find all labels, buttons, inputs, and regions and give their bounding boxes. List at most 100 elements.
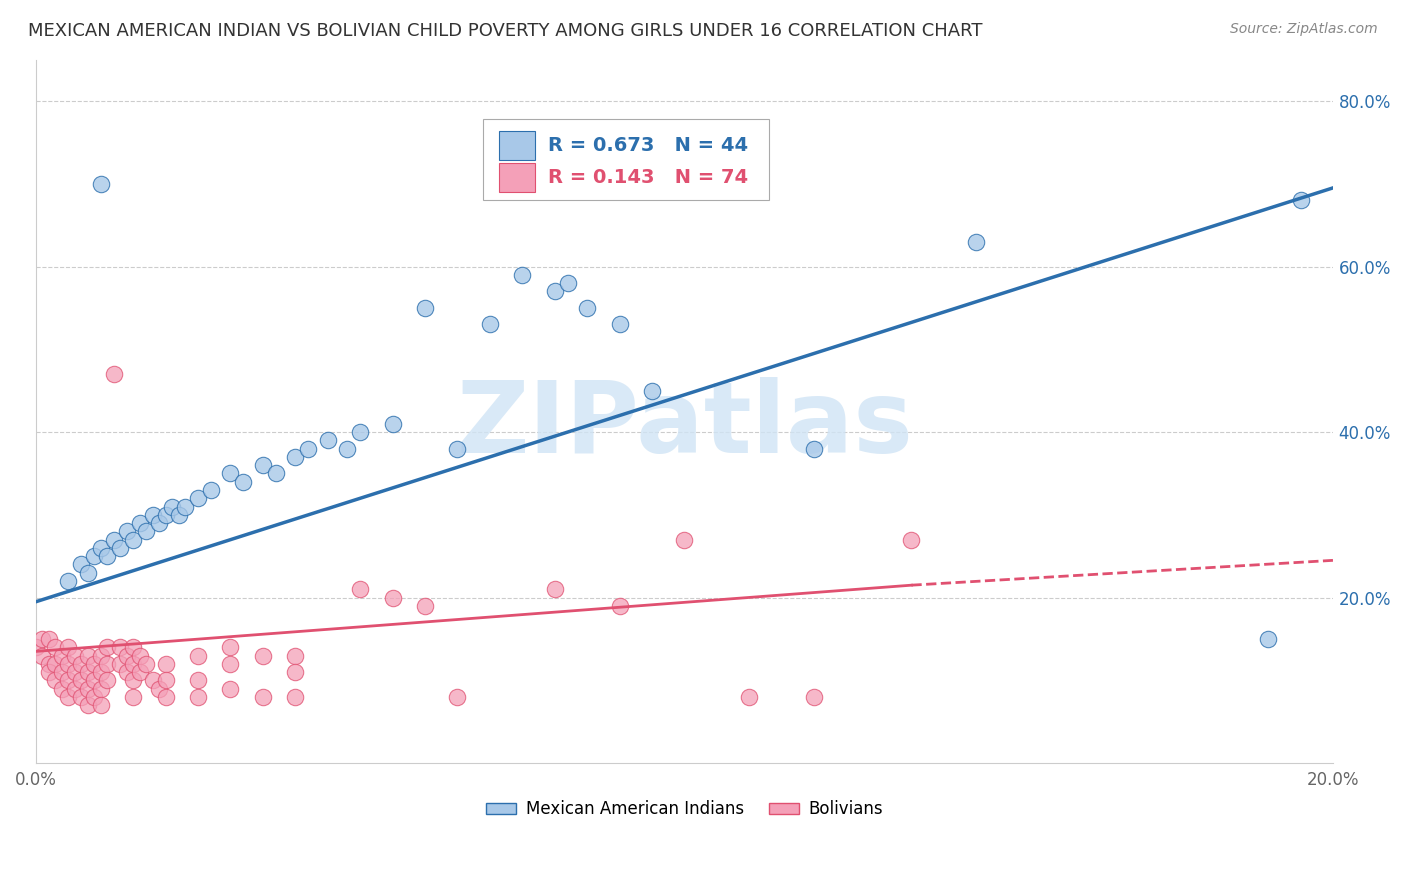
Point (51, 681, 73, 696)
Legend: Mexican American Indians, Bolivians: Mexican American Indians, Bolivians (479, 794, 890, 825)
Point (38, 665, 60, 679)
Point (219, 640, 242, 655)
Point (76, 698, 98, 713)
Point (232, 475, 254, 489)
Point (609, 318, 631, 332)
Text: R = 0.673   N = 44: R = 0.673 N = 44 (548, 136, 748, 155)
Point (413, 301, 436, 315)
Point (96, 657, 118, 671)
Point (544, 285, 567, 299)
Point (63, 681, 86, 696)
Point (252, 648, 274, 663)
Point (76, 681, 98, 696)
Point (200, 483, 222, 497)
Point (446, 442, 468, 456)
Point (803, 442, 825, 456)
Point (544, 582, 567, 597)
Point (1289, 194, 1312, 208)
Point (90, 541, 112, 555)
Point (609, 599, 631, 613)
Point (174, 500, 197, 514)
Point (83, 549, 105, 564)
Point (413, 599, 436, 613)
Text: Source: ZipAtlas.com: Source: ZipAtlas.com (1230, 22, 1378, 37)
Point (115, 665, 138, 679)
Point (128, 516, 150, 530)
Point (70, 673, 93, 688)
Point (510, 268, 533, 282)
Point (155, 657, 177, 671)
Point (142, 673, 165, 688)
Point (58, 673, 80, 688)
Point (122, 640, 145, 655)
Point (31, 632, 53, 646)
Point (44, 673, 66, 688)
Point (122, 657, 145, 671)
Point (128, 665, 150, 679)
Point (446, 690, 468, 704)
Point (51, 648, 73, 663)
Point (58, 690, 80, 704)
Point (90, 665, 112, 679)
Point (76, 648, 98, 663)
Text: MEXICAN AMERICAN INDIAN VS BOLIVIAN CHILD POVERTY AMONG GIRLS UNDER 16 CORRELATI: MEXICAN AMERICAN INDIAN VS BOLIVIAN CHIL… (28, 22, 983, 40)
Point (25, 640, 48, 655)
Point (673, 533, 696, 547)
Bar (499, 130, 536, 160)
Point (316, 434, 339, 448)
Point (96, 640, 118, 655)
Point (219, 681, 242, 696)
Point (110, 541, 132, 555)
Point (83, 690, 105, 704)
Point (252, 458, 274, 472)
Point (83, 673, 105, 688)
Point (135, 657, 157, 671)
Point (122, 690, 145, 704)
Point (44, 640, 66, 655)
Point (284, 648, 307, 663)
Point (96, 549, 118, 564)
Point (965, 235, 987, 249)
Point (44, 657, 66, 671)
Text: ZIPatlas: ZIPatlas (456, 377, 912, 474)
Point (187, 690, 209, 704)
Point (96, 673, 118, 688)
Point (252, 690, 274, 704)
Point (90, 177, 112, 191)
Point (803, 690, 825, 704)
Point (576, 301, 599, 315)
Point (115, 524, 138, 539)
Point (900, 533, 922, 547)
Point (31, 648, 53, 663)
Point (148, 516, 170, 530)
Point (76, 665, 98, 679)
Point (51, 665, 73, 679)
Point (148, 681, 170, 696)
Point (63, 648, 86, 663)
Point (160, 500, 183, 514)
Point (349, 425, 371, 439)
Point (70, 657, 93, 671)
Point (187, 673, 209, 688)
Point (187, 491, 209, 506)
Point (155, 690, 177, 704)
Point (738, 690, 761, 704)
Bar (499, 163, 536, 193)
Point (641, 384, 664, 398)
Point (284, 665, 307, 679)
Point (90, 698, 112, 713)
Point (122, 533, 145, 547)
Point (478, 318, 501, 332)
Point (38, 657, 60, 671)
Point (115, 648, 138, 663)
Point (557, 276, 579, 290)
Point (349, 582, 371, 597)
Point (219, 467, 242, 481)
Point (264, 467, 287, 481)
Point (83, 657, 105, 671)
Point (63, 665, 86, 679)
Point (1257, 632, 1279, 646)
Point (219, 657, 242, 671)
FancyBboxPatch shape (484, 120, 769, 201)
Point (284, 690, 307, 704)
